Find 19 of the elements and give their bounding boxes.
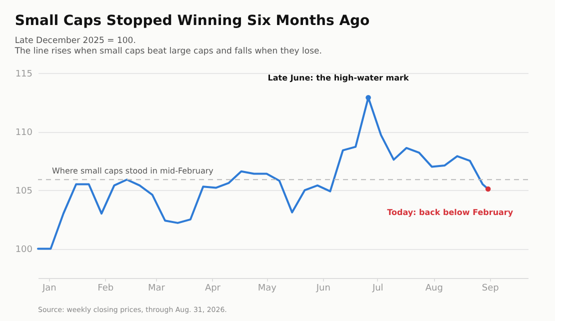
- x-tick-label: Feb: [98, 284, 114, 294]
- x-tick-label: Mar: [148, 284, 166, 294]
- x-tick-label: May: [258, 284, 278, 294]
- y-tick-label: 115: [15, 70, 32, 80]
- x-tick-label: Jan: [41, 284, 56, 294]
- y-tick-label: 110: [15, 128, 33, 138]
- x-tick-label: Sep: [482, 284, 500, 294]
- annotation: Late June: the high-water mark: [268, 74, 410, 83]
- x-tick-label: Jun: [315, 284, 330, 294]
- y-tick-label: 105: [15, 186, 32, 197]
- chart-title: Small Caps Stopped Winning Six Months Ago: [14, 13, 370, 29]
- text: The line rises when small caps beat large caps and falls when they lose.: [14, 46, 322, 56]
- y-tick-label: 100: [15, 245, 33, 256]
- x-tick-label: Apr: [204, 284, 221, 294]
- annotation: Today: back below February: [387, 208, 514, 217]
- text: Late December 2025 = 100.: [14, 36, 136, 46]
- x-tick-label: Jul: [371, 284, 384, 294]
- x-tick-label: Aug: [425, 284, 443, 294]
- ref-line-label: Where small caps stood in mid-February: [52, 166, 214, 176]
